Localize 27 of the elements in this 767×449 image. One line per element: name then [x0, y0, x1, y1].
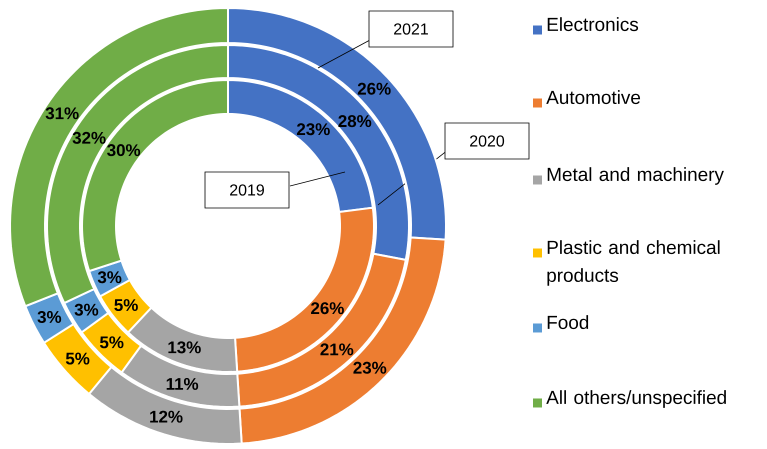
- legend-label: All others/unspecified: [546, 390, 726, 408]
- data-label: 21%: [320, 343, 354, 356]
- legend-label: Plastic and chemical products: [547, 240, 720, 286]
- data-label: 32%: [72, 132, 106, 144]
- data-label: 28%: [338, 115, 372, 128]
- data-label: 5%: [100, 336, 124, 348]
- legend-label: Automotive: [546, 90, 640, 104]
- legend-label: Food: [548, 315, 588, 330]
- data-label: 31%: [46, 107, 79, 120]
- data-label: 30%: [107, 144, 140, 156]
- data-label: 23%: [353, 362, 386, 374]
- data-label: 3%: [98, 271, 122, 284]
- data-label: 5%: [66, 352, 90, 365]
- data-label: 26%: [311, 302, 344, 314]
- data-label: 3%: [74, 304, 98, 316]
- data-label: 12%: [150, 410, 183, 423]
- slice-label: 2019: [230, 184, 264, 196]
- legend-label: Metal and machinery: [548, 167, 724, 185]
- data-label: 11%: [166, 378, 198, 390]
- slice-label: 2020: [470, 135, 504, 147]
- data-label: 23%: [296, 123, 330, 136]
- slice-label: 2021: [394, 23, 428, 35]
- data-label: 26%: [358, 82, 391, 95]
- legend-label: Electronics: [548, 17, 638, 32]
- data-label: 5%: [114, 299, 138, 312]
- data-label: 3%: [38, 311, 62, 324]
- data-label: 13%: [168, 341, 201, 354]
